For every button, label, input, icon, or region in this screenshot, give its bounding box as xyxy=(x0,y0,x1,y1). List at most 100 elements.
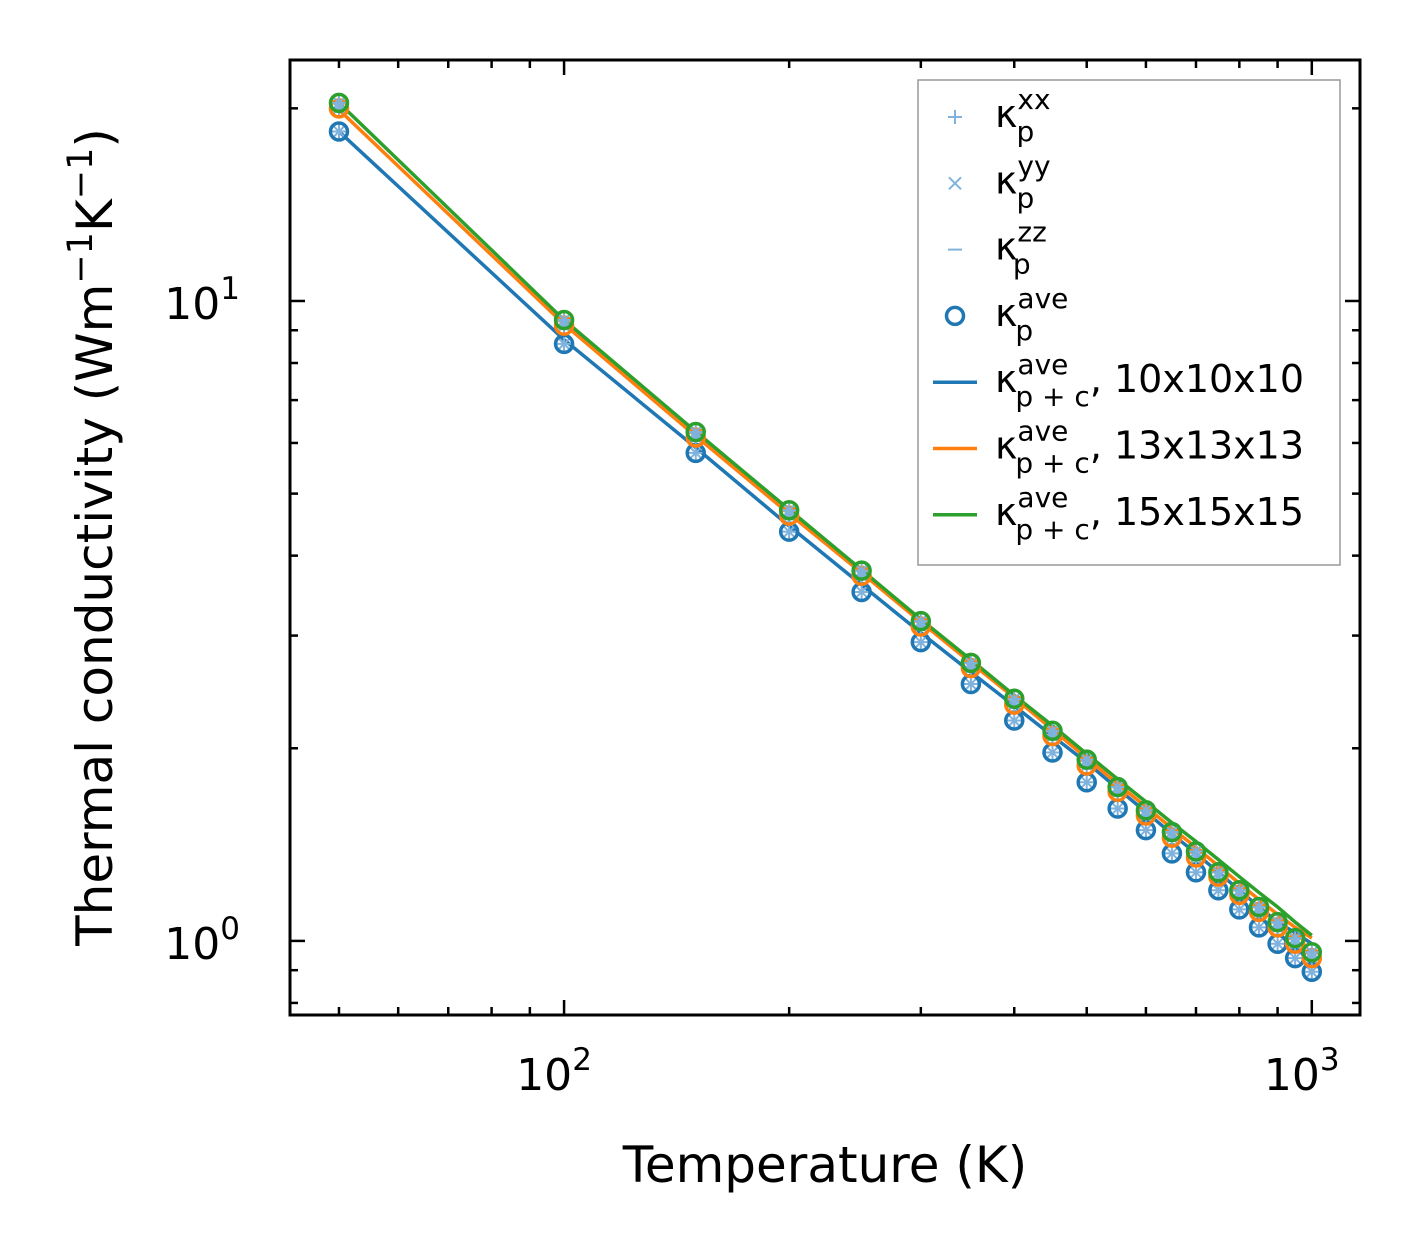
component-marker xyxy=(1252,899,1267,914)
data-point-circle xyxy=(685,421,706,443)
component-marker xyxy=(1232,902,1247,917)
data-point xyxy=(1284,927,1306,949)
data-point xyxy=(685,421,706,443)
component-marker xyxy=(963,677,978,692)
data-point-circle xyxy=(851,560,872,581)
data-point xyxy=(1076,749,1097,770)
x-tick-label: 102 xyxy=(516,1042,592,1101)
data-point-circle xyxy=(1208,862,1229,883)
component-marker xyxy=(1188,844,1203,859)
component-marker xyxy=(782,503,797,518)
legend-kappa: κ xyxy=(995,225,1017,269)
component-marker xyxy=(1288,951,1303,966)
legend-marker-circle xyxy=(944,305,966,327)
legend-suffix: , 15x15x15 xyxy=(1090,490,1304,534)
data-point xyxy=(553,333,575,355)
legend-entry: κave p xyxy=(944,282,1068,347)
component-marker xyxy=(854,563,869,578)
data-point xyxy=(1107,776,1128,798)
component-marker xyxy=(557,336,572,351)
data-point-circle xyxy=(1185,841,1207,862)
component-marker xyxy=(1079,775,1094,790)
data-point xyxy=(1208,862,1229,883)
component-marker xyxy=(688,445,703,460)
data-point xyxy=(1042,720,1063,742)
component-marker xyxy=(1045,723,1060,738)
data-point xyxy=(1301,942,1323,963)
legend-kappa: κ xyxy=(995,490,1017,534)
x-axis-label: Temperature (K) xyxy=(622,1136,1027,1194)
component-marker xyxy=(1007,691,1022,706)
legend-box xyxy=(917,79,1341,566)
data-point xyxy=(851,560,872,581)
data-point xyxy=(910,610,932,632)
data-point-circle xyxy=(910,610,932,632)
y-tick-label: 101 xyxy=(164,271,240,330)
data-point xyxy=(1248,896,1270,918)
plot-frame xyxy=(288,58,1362,1017)
data-point xyxy=(778,499,800,521)
component-marker xyxy=(1232,883,1247,898)
legend-sup: ave xyxy=(1017,481,1068,514)
component-marker xyxy=(1304,945,1319,960)
legend-sup: ave xyxy=(1017,282,1068,315)
data-point-circle xyxy=(1135,800,1157,821)
legend-suffix: , 13x13x13 xyxy=(1090,424,1304,468)
series-line-4 xyxy=(337,108,1313,940)
data-point xyxy=(1003,688,1025,710)
data-point-circle xyxy=(1248,896,1270,918)
legend-sub: p + c xyxy=(1015,513,1089,546)
data-point xyxy=(1229,879,1250,901)
legend-entry: κxx p xyxy=(948,83,1051,148)
legend-sup: zz xyxy=(1017,216,1046,249)
legend-kappa: κ xyxy=(995,424,1017,468)
data-point-circle xyxy=(1284,927,1306,949)
component-marker xyxy=(1211,865,1226,880)
legend-sup: xx xyxy=(1017,83,1050,116)
y-tick-exp: 0 xyxy=(220,911,240,947)
component-marker xyxy=(1211,883,1226,898)
component-marker xyxy=(782,524,797,539)
component-marker xyxy=(1110,801,1125,816)
data-point xyxy=(1161,821,1183,843)
component-marker xyxy=(1252,920,1267,935)
component-marker xyxy=(1164,846,1179,861)
data-point xyxy=(960,652,982,674)
legend-label: κxx p xyxy=(995,83,1051,148)
component-marker xyxy=(913,635,928,650)
legend-entry: κyy p xyxy=(948,149,1051,214)
legend-kappa: κ xyxy=(995,291,1017,335)
component-marker xyxy=(331,95,346,110)
data-point-circle xyxy=(1042,720,1063,742)
legend-sub: p xyxy=(1017,115,1035,148)
y-tick-base: 10 xyxy=(164,279,220,330)
legend-kappa: κ xyxy=(995,357,1017,401)
component-marker xyxy=(913,614,928,629)
component-marker xyxy=(1304,964,1319,979)
x-tick-base: 10 xyxy=(1264,1050,1320,1101)
x-tick-label: 103 xyxy=(1264,1042,1340,1101)
component-marker xyxy=(1138,823,1153,838)
legend-sup: ave xyxy=(1017,348,1068,381)
x-tick-exp: 3 xyxy=(1320,1042,1340,1078)
component-marker xyxy=(1164,824,1179,839)
legend-sub: p + c xyxy=(1015,447,1089,480)
legend-label: κave p + c, 15x15x15 xyxy=(995,481,1304,546)
data-point-circle xyxy=(1301,942,1323,963)
data-point xyxy=(328,92,350,114)
legend-kappa: κ xyxy=(995,92,1017,136)
legend-sup: ave xyxy=(1017,415,1068,448)
data-point xyxy=(1267,911,1288,933)
component-marker xyxy=(1288,931,1303,946)
component-marker xyxy=(1079,752,1094,767)
legend-marker-plus xyxy=(948,110,962,124)
series-line-5 xyxy=(337,101,1313,937)
legend-label: κyy p xyxy=(995,149,1051,214)
component-marker xyxy=(1110,779,1125,794)
legend-sup: yy xyxy=(1017,149,1050,182)
data-point xyxy=(328,121,350,142)
component-marker xyxy=(331,124,346,139)
data-point-circle xyxy=(1161,821,1183,843)
component-marker xyxy=(557,312,572,327)
data-point xyxy=(1185,841,1207,862)
